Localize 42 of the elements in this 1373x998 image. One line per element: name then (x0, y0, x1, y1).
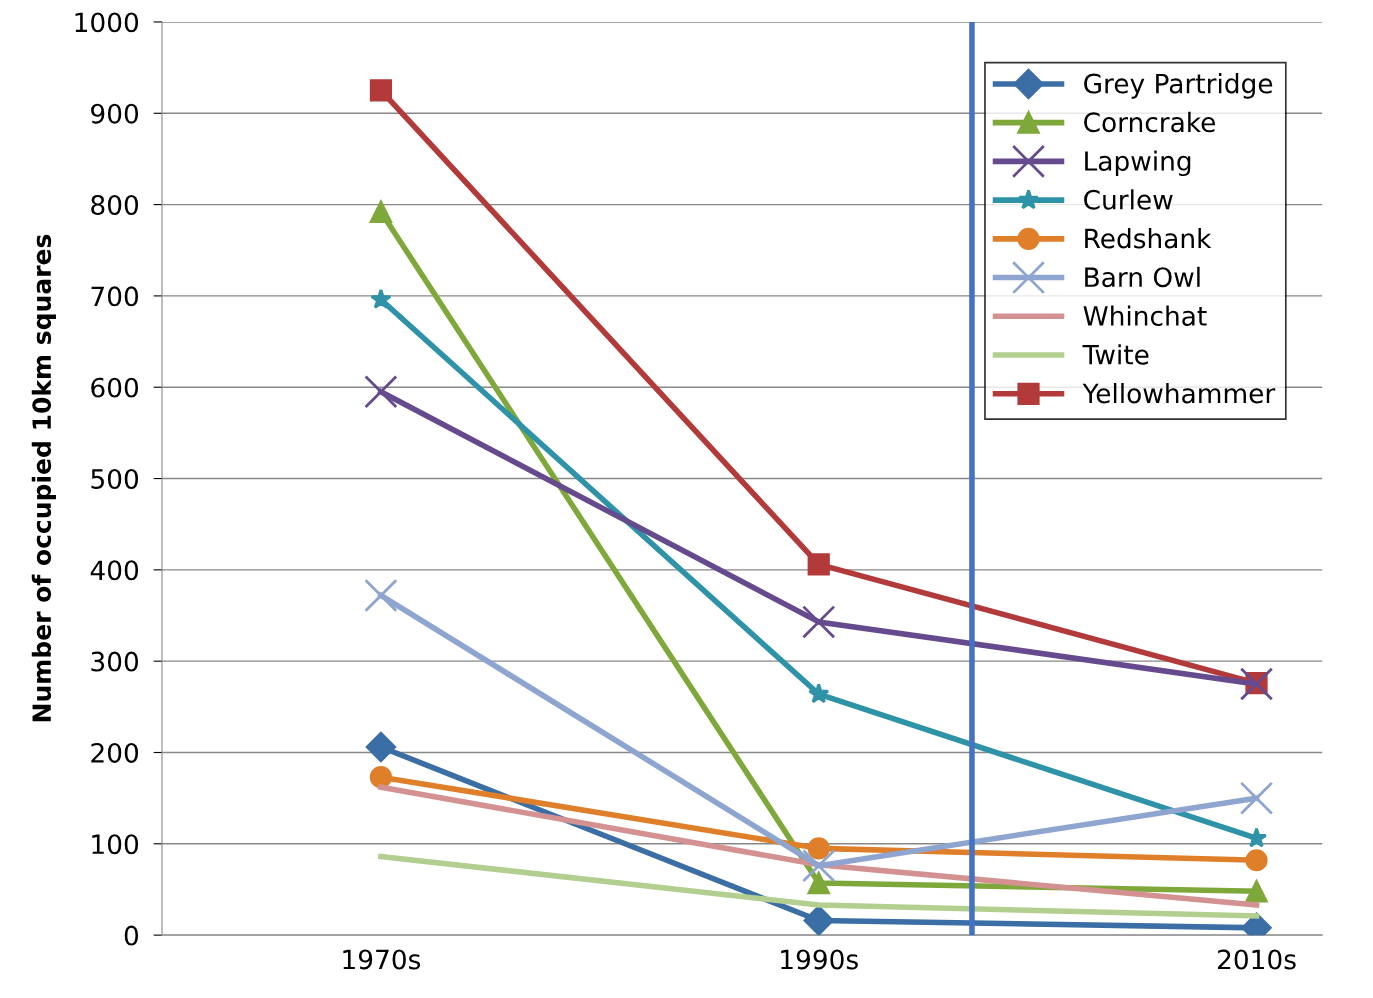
point (807, 871, 830, 895)
y-tick-label: 900 (91, 103, 139, 124)
legend-label: Lapwing (1085, 150, 1191, 177)
y-tick-label: 1000 (75, 12, 139, 33)
point (803, 905, 834, 936)
legend-label: Yellowhammer (1082, 382, 1276, 404)
y-tick-label: 700 (91, 286, 139, 307)
point (370, 288, 392, 309)
legend-label: Redshank (1085, 228, 1212, 249)
x-tick-label: 2010s (1218, 949, 1296, 970)
x-tick-label: 1990s (781, 949, 858, 970)
point (369, 766, 393, 789)
point (1245, 827, 1268, 848)
point (1245, 880, 1268, 903)
y-tick-label: 500 (91, 468, 139, 489)
point (1239, 781, 1274, 815)
point (369, 79, 393, 102)
y-tick-label: 300 (91, 651, 139, 672)
point (1245, 849, 1268, 872)
legend-label: Whinchat (1083, 305, 1207, 326)
y-tick-label: 200 (91, 742, 139, 763)
y-tick-label: 100 (92, 834, 139, 855)
point (802, 605, 836, 639)
point (1239, 667, 1274, 701)
point (807, 837, 830, 860)
legend-label: Twite (1082, 344, 1149, 365)
x-tick-label: 1970s (343, 949, 421, 970)
y-tick-label: 400 (90, 560, 139, 581)
point (364, 578, 398, 613)
legend-label: Grey Partridge (1084, 73, 1273, 99)
point (365, 731, 397, 763)
point (808, 682, 830, 704)
y-tick-label: 600 (91, 377, 139, 398)
y-axis-title: Number of occupied 10km squares (31, 234, 56, 722)
point (364, 375, 398, 409)
y-tick-label: 0 (124, 925, 139, 946)
legend-label: Curlew (1084, 189, 1173, 210)
legend-label: Corncrake (1084, 111, 1215, 133)
y-tick-label: 800 (91, 195, 139, 215)
point (807, 553, 830, 576)
point (369, 200, 393, 224)
legend-label: Barn Owl (1085, 266, 1200, 288)
